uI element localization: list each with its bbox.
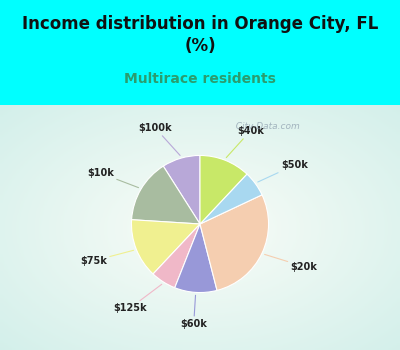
Text: $10k: $10k (87, 168, 138, 188)
Text: $40k: $40k (226, 126, 264, 158)
Wedge shape (132, 220, 200, 274)
Wedge shape (200, 174, 262, 224)
Wedge shape (200, 155, 247, 224)
Text: Income distribution in Orange City, FL
(%): Income distribution in Orange City, FL (… (22, 15, 378, 55)
Text: $60k: $60k (180, 295, 207, 329)
Wedge shape (132, 166, 200, 224)
Text: $100k: $100k (138, 123, 180, 155)
Text: $125k: $125k (113, 284, 162, 313)
Wedge shape (153, 224, 200, 288)
Text: $75k: $75k (80, 250, 134, 266)
Wedge shape (200, 195, 268, 290)
Wedge shape (175, 224, 217, 293)
Text: Multirace residents: Multirace residents (124, 72, 276, 86)
Text: $50k: $50k (258, 160, 308, 182)
Text: $20k: $20k (265, 254, 317, 272)
Wedge shape (163, 155, 200, 224)
Text: City-Data.com: City-Data.com (230, 122, 300, 131)
